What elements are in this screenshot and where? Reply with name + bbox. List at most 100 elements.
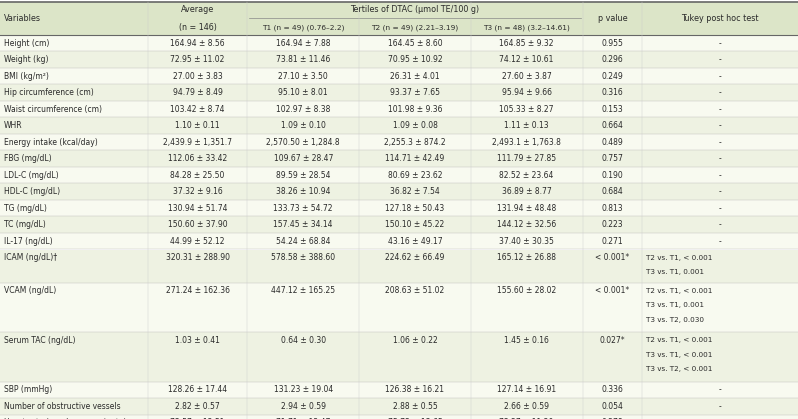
Text: Hip circumference (cm): Hip circumference (cm) [4, 88, 93, 97]
Text: 165.12 ± 26.88: 165.12 ± 26.88 [497, 253, 556, 262]
Text: WHR: WHR [4, 121, 22, 130]
Text: 208.63 ± 51.02: 208.63 ± 51.02 [385, 286, 444, 295]
Text: 73.27 ± 11.20: 73.27 ± 11.20 [500, 418, 554, 419]
Text: Number of obstructive vessels: Number of obstructive vessels [4, 402, 120, 411]
Text: 0.027*: 0.027* [599, 336, 626, 345]
Text: -: - [719, 237, 721, 246]
Text: T2 vs. T1, < 0.001: T2 vs. T1, < 0.001 [646, 288, 713, 294]
Text: BMI (kg/m²): BMI (kg/m²) [4, 72, 49, 81]
Text: 103.42 ± 8.74: 103.42 ± 8.74 [170, 105, 225, 114]
Bar [0, 85, 798, 101]
Text: 157.45 ± 34.14: 157.45 ± 34.14 [274, 220, 333, 229]
Text: 0.489: 0.489 [602, 138, 623, 147]
Bar [0, 117, 798, 134]
Text: 2,439.9 ± 1,351.7: 2,439.9 ± 1,351.7 [163, 138, 232, 147]
Text: 105.33 ± 8.27: 105.33 ± 8.27 [500, 105, 554, 114]
Bar [0, 35, 798, 52]
Text: 26.31 ± 4.01: 26.31 ± 4.01 [390, 72, 440, 81]
Text: 164.45 ± 8.60: 164.45 ± 8.60 [388, 39, 442, 48]
Text: 27.60 ± 3.87: 27.60 ± 3.87 [502, 72, 551, 81]
Text: 27.00 ± 3.83: 27.00 ± 3.83 [172, 72, 223, 81]
Bar [0, 398, 798, 414]
Text: 0.054: 0.054 [602, 402, 623, 411]
Text: 93.37 ± 7.65: 93.37 ± 7.65 [390, 88, 440, 97]
Text: Waist circumference (cm): Waist circumference (cm) [4, 105, 102, 114]
Text: 1.03 ± 0.41: 1.03 ± 0.41 [175, 336, 220, 345]
Text: 102.97 ± 8.38: 102.97 ± 8.38 [276, 105, 330, 114]
Text: 2,570.50 ± 1,284.8: 2,570.50 ± 1,284.8 [267, 138, 340, 147]
Text: 164.94 ± 7.88: 164.94 ± 7.88 [276, 39, 330, 48]
Text: 1.10 ± 0.11: 1.10 ± 0.11 [176, 121, 219, 130]
Bar [0, 167, 798, 184]
Text: p value: p value [598, 14, 627, 23]
Text: -: - [719, 154, 721, 163]
Text: 164.85 ± 9.32: 164.85 ± 9.32 [500, 39, 554, 48]
Text: 54.24 ± 68.84: 54.24 ± 68.84 [276, 237, 330, 246]
Text: -: - [719, 88, 721, 97]
Text: < 0.001*: < 0.001* [595, 286, 630, 295]
Text: 150.10 ± 45.22: 150.10 ± 45.22 [385, 220, 444, 229]
Text: 73.57 ± 12.51: 73.57 ± 12.51 [170, 418, 225, 419]
Text: 80.69 ± 23.62: 80.69 ± 23.62 [388, 171, 442, 180]
Text: 155.60 ± 28.02: 155.60 ± 28.02 [497, 286, 556, 295]
Text: 38.26 ± 10.94: 38.26 ± 10.94 [276, 187, 330, 196]
Text: Heart rate (number per minute): Heart rate (number per minute) [4, 418, 127, 419]
Text: -: - [719, 171, 721, 180]
Text: 37.40 ± 30.35: 37.40 ± 30.35 [500, 237, 554, 246]
Text: Weight (kg): Weight (kg) [4, 55, 49, 64]
Text: 0.271: 0.271 [602, 237, 623, 246]
Text: 2,493.1 ± 1,763.8: 2,493.1 ± 1,763.8 [492, 138, 561, 147]
Text: -: - [719, 418, 721, 419]
Text: 130.94 ± 51.74: 130.94 ± 51.74 [168, 204, 227, 213]
Text: 2,255.3 ± 874.2: 2,255.3 ± 874.2 [384, 138, 446, 147]
Text: 0.296: 0.296 [602, 55, 623, 64]
Text: 131.94 ± 48.48: 131.94 ± 48.48 [497, 204, 556, 213]
Text: T3 vs. T1, 0.001: T3 vs. T1, 0.001 [646, 302, 705, 308]
Text: 36.89 ± 8.77: 36.89 ± 8.77 [502, 187, 551, 196]
Text: 0.955: 0.955 [602, 39, 623, 48]
Bar [0, 217, 798, 233]
Bar [0, 332, 798, 382]
Bar [0, 2, 798, 35]
Text: T2 vs. T1, < 0.001: T2 vs. T1, < 0.001 [646, 255, 713, 261]
Text: LDL-C (mg/dL): LDL-C (mg/dL) [4, 171, 58, 180]
Text: 73.81 ± 11.46: 73.81 ± 11.46 [276, 55, 330, 64]
Text: 0.757: 0.757 [602, 154, 623, 163]
Text: 2.82 ± 0.57: 2.82 ± 0.57 [175, 402, 220, 411]
Text: 89.59 ± 28.54: 89.59 ± 28.54 [276, 171, 330, 180]
Text: 150.60 ± 37.90: 150.60 ± 37.90 [168, 220, 227, 229]
Bar [0, 52, 798, 68]
Text: 447.12 ± 165.25: 447.12 ± 165.25 [271, 286, 335, 295]
Text: -: - [719, 105, 721, 114]
Text: TG (mg/dL): TG (mg/dL) [4, 204, 47, 213]
Text: TC (mg/dL): TC (mg/dL) [4, 220, 45, 229]
Text: 0.336: 0.336 [602, 385, 623, 394]
Text: 74.12 ± 10.61: 74.12 ± 10.61 [500, 55, 554, 64]
Text: 0.223: 0.223 [602, 220, 623, 229]
Text: -: - [719, 187, 721, 196]
Text: Tertiles of DTAC (μmol TE/100 g): Tertiles of DTAC (μmol TE/100 g) [350, 5, 480, 14]
Text: HDL-C (mg/dL): HDL-C (mg/dL) [4, 187, 60, 196]
Text: 320.31 ± 288.90: 320.31 ± 288.90 [165, 253, 230, 262]
Text: 2.88 ± 0.55: 2.88 ± 0.55 [393, 402, 437, 411]
Text: 126.38 ± 16.21: 126.38 ± 16.21 [385, 385, 444, 394]
Text: 71.71 ± 12.47: 71.71 ± 12.47 [276, 418, 330, 419]
Text: 0.249: 0.249 [602, 72, 623, 81]
Text: Serum TAC (ng/dL): Serum TAC (ng/dL) [4, 336, 76, 345]
Text: T3 vs. T2, 0.030: T3 vs. T2, 0.030 [646, 317, 705, 323]
Text: 2.94 ± 0.59: 2.94 ± 0.59 [281, 402, 326, 411]
Text: 37.32 ± 9.16: 37.32 ± 9.16 [172, 187, 223, 196]
Text: 109.67 ± 28.47: 109.67 ± 28.47 [274, 154, 333, 163]
Text: 101.98 ± 9.36: 101.98 ± 9.36 [388, 105, 442, 114]
Text: 43.16 ± 49.17: 43.16 ± 49.17 [388, 237, 442, 246]
Text: 72.95 ± 11.02: 72.95 ± 11.02 [170, 55, 225, 64]
Text: 95.94 ± 9.66: 95.94 ± 9.66 [502, 88, 551, 97]
Text: 133.73 ± 54.72: 133.73 ± 54.72 [274, 204, 333, 213]
Text: T3 vs. T1, 0.001: T3 vs. T1, 0.001 [646, 269, 705, 275]
Text: -: - [719, 39, 721, 48]
Text: 94.79 ± 8.49: 94.79 ± 8.49 [172, 88, 223, 97]
Text: FBG (mg/dL): FBG (mg/dL) [4, 154, 52, 163]
Text: IL-17 (ng/dL): IL-17 (ng/dL) [4, 237, 53, 246]
Text: -: - [719, 121, 721, 130]
Text: 111.79 ± 27.85: 111.79 ± 27.85 [497, 154, 556, 163]
